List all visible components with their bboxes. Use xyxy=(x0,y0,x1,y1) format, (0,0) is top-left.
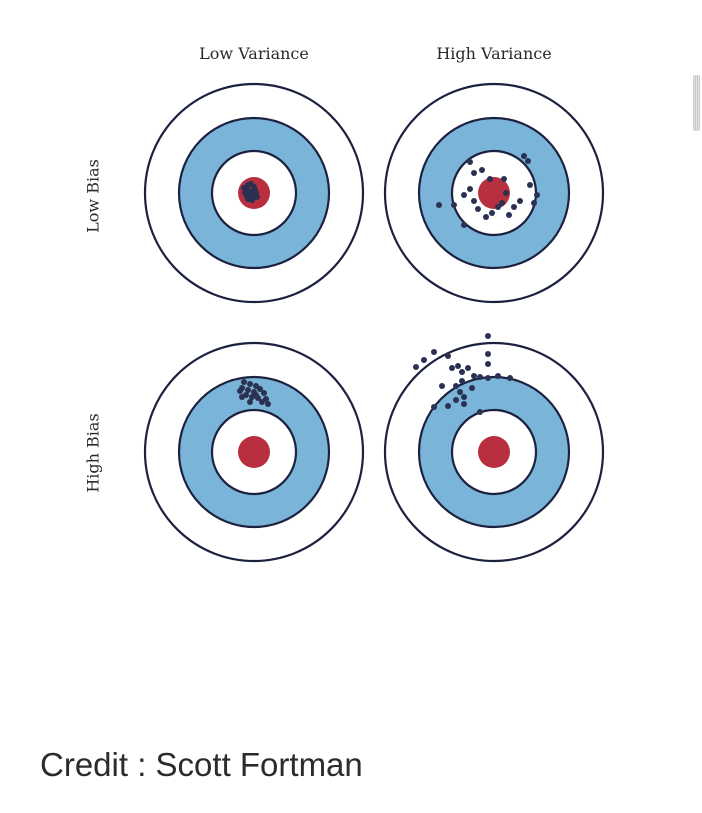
shot-dot xyxy=(431,404,437,410)
shot-dot xyxy=(245,387,251,393)
shot-dot xyxy=(453,383,459,389)
shot-dot xyxy=(259,399,265,405)
shot-dot xyxy=(457,389,463,395)
shot-dot xyxy=(525,158,531,164)
shot-dot xyxy=(517,198,523,204)
shot-dot xyxy=(521,153,527,159)
shot-dot xyxy=(459,378,465,384)
shot-dot xyxy=(467,159,473,165)
row-label-high-bias: High Bias xyxy=(83,413,103,493)
shot-dot xyxy=(503,190,509,196)
target-low-bias-high-variance xyxy=(383,82,605,304)
shot-dot xyxy=(455,363,461,369)
shot-dot xyxy=(477,409,483,415)
shot-dot xyxy=(534,192,540,198)
shot-dot xyxy=(241,379,247,385)
shot-dot xyxy=(487,176,493,182)
shot-dot xyxy=(485,361,491,367)
shot-dot xyxy=(252,187,258,193)
scrollbar-thumb[interactable] xyxy=(693,75,700,131)
shot-dot xyxy=(507,375,513,381)
shot-dot xyxy=(461,401,467,407)
shot-dot xyxy=(413,364,419,370)
shot-dot xyxy=(477,374,483,380)
shot-dot xyxy=(485,375,491,381)
shot-dot xyxy=(465,365,471,371)
shot-dot xyxy=(461,192,467,198)
shot-dot xyxy=(247,381,253,387)
shot-dot xyxy=(461,222,467,228)
shot-dot xyxy=(475,206,481,212)
shot-dot xyxy=(421,357,427,363)
shot-dot xyxy=(459,369,465,375)
shot-dot xyxy=(469,385,475,391)
shot-dot xyxy=(471,170,477,176)
shot-dot xyxy=(436,202,442,208)
column-label-low-variance: Low Variance xyxy=(199,44,309,63)
shot-dot xyxy=(461,394,467,400)
shot-dot xyxy=(431,349,437,355)
shot-dot xyxy=(249,197,255,203)
shot-dot xyxy=(479,167,485,173)
shot-dot xyxy=(506,212,512,218)
shot-dot xyxy=(265,401,271,407)
shot-dot xyxy=(445,403,451,409)
shot-dot xyxy=(253,392,259,398)
shot-dot xyxy=(451,202,457,208)
shot-dot xyxy=(483,214,489,220)
shot-dot xyxy=(242,190,248,196)
shot-dot xyxy=(485,351,491,357)
shot-dot xyxy=(239,394,245,400)
shot-dot xyxy=(261,390,267,396)
shot-dot xyxy=(471,373,477,379)
row-label-low-bias: Low Bias xyxy=(83,159,103,233)
shot-dot xyxy=(489,210,495,216)
shot-dot xyxy=(499,200,505,206)
target-bullseye xyxy=(238,436,270,468)
shot-dot xyxy=(449,365,455,371)
shot-dot xyxy=(439,383,445,389)
shot-dot xyxy=(471,198,477,204)
shot-dot xyxy=(467,186,473,192)
shot-dot xyxy=(254,194,260,200)
shot-dot xyxy=(445,353,451,359)
shot-dot xyxy=(495,204,501,210)
credit-text: Credit : Scott Fortman xyxy=(40,746,363,783)
shot-dot xyxy=(495,373,501,379)
shot-dot xyxy=(527,182,533,188)
shot-dot xyxy=(485,333,491,339)
target-high-bias-high-variance xyxy=(383,333,605,563)
target-bullseye xyxy=(478,436,510,468)
shot-dot xyxy=(237,388,243,394)
shot-dot xyxy=(501,176,507,182)
shot-dot xyxy=(241,185,247,191)
shot-dot xyxy=(257,386,263,392)
shot-dot xyxy=(511,204,517,210)
shot-dot xyxy=(531,200,537,206)
target-low-bias-low-variance xyxy=(143,82,365,304)
column-label-high-variance: High Variance xyxy=(436,44,552,63)
shot-dot xyxy=(453,397,459,403)
target-high-bias-low-variance xyxy=(143,341,365,563)
shot-dot xyxy=(247,399,253,405)
